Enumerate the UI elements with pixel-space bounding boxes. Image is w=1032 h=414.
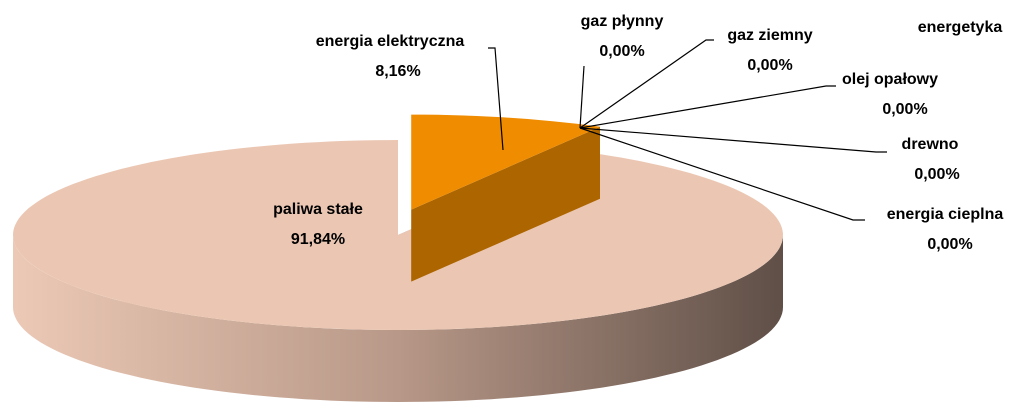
slice-label: olej opałowy [842, 71, 938, 88]
slice-side [13, 235, 783, 402]
value-label: 8,16% [375, 63, 420, 80]
leader-line [579, 127, 865, 221]
leader-line [579, 65, 585, 129]
slice-label: energia elektryczna [316, 33, 465, 50]
leader-line [488, 47, 504, 151]
value-label: 0,00% [599, 43, 644, 60]
slice [411, 114, 600, 210]
value-label: 91,84% [291, 231, 345, 248]
slice-label: drewno [902, 136, 959, 153]
slice-cut-face [411, 126, 600, 282]
slice-label: gaz płynny [581, 13, 664, 30]
value-label: 0,00% [747, 57, 792, 74]
leader-line [579, 127, 887, 153]
slice-label: paliwa stałe [273, 201, 363, 218]
leader-line [579, 85, 836, 129]
leader-line [579, 39, 714, 129]
chart-title: energetyka [918, 19, 1003, 36]
slice-label: energia cieplna [887, 206, 1004, 223]
value-label: 0,00% [882, 101, 927, 118]
slice-label: gaz ziemny [727, 27, 812, 44]
value-label: 0,00% [914, 166, 959, 183]
value-label: 0,00% [927, 236, 972, 253]
slice [13, 140, 783, 330]
